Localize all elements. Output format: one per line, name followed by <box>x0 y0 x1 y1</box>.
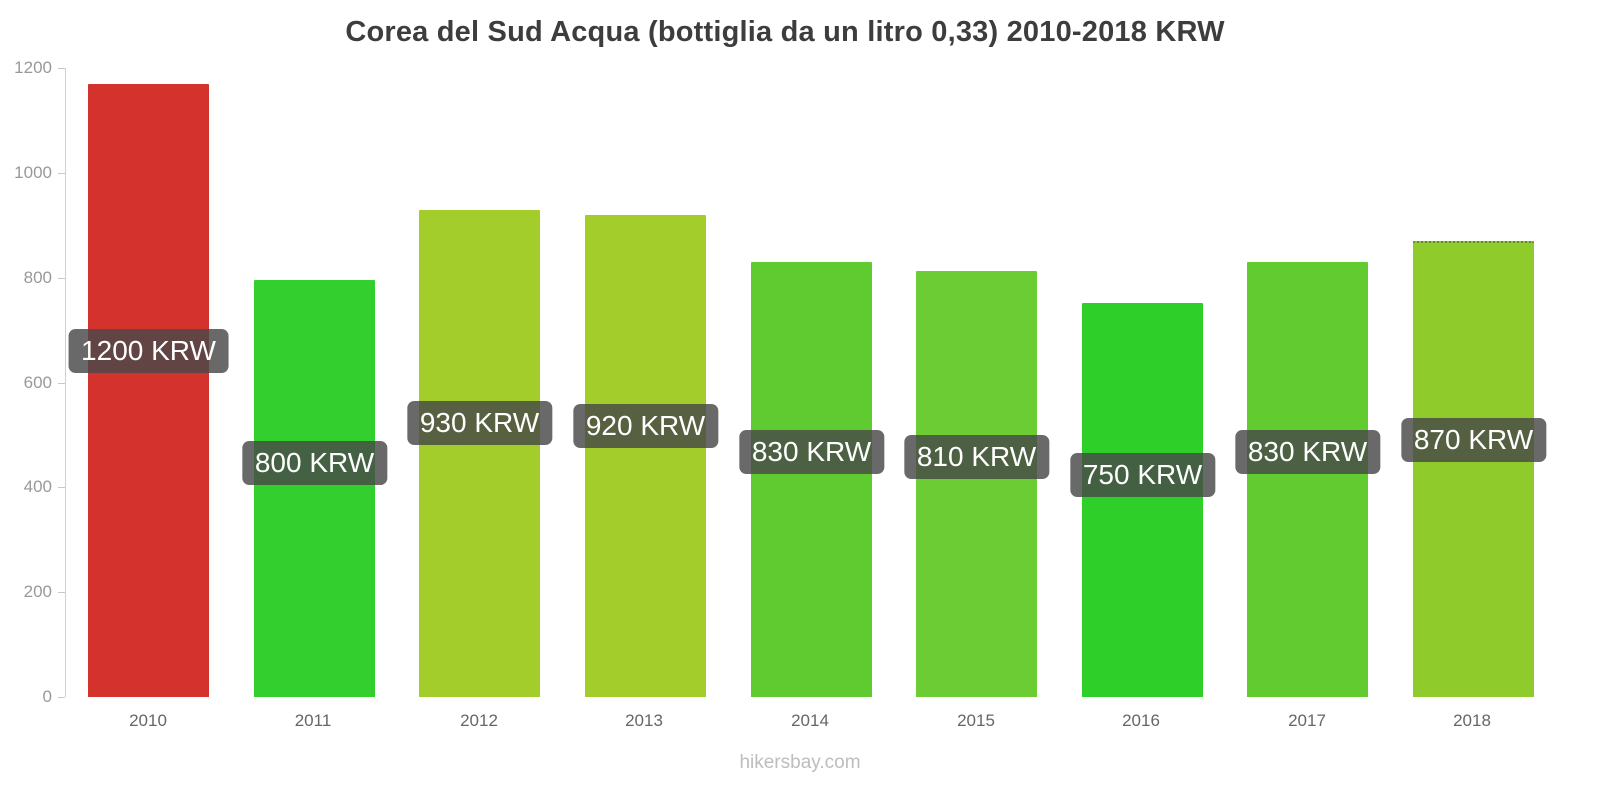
bar-2011[interactable]: 800 KRW <box>241 280 388 697</box>
bar-2010[interactable]: 1200 KRW <box>68 84 229 697</box>
y-axis-tick-label: 1200 <box>14 58 52 77</box>
x-axis-tick-label: 2015 <box>957 711 995 730</box>
chart-title: Corea del Sud Acqua (bottiglia da un lit… <box>345 16 1225 48</box>
x-axis-tick-label: 2016 <box>1122 711 1160 730</box>
x-axis-tick-label: 2014 <box>791 711 829 730</box>
bar-value-label: 930 KRW <box>406 401 553 445</box>
y-axis-tick-label: 600 <box>23 372 52 392</box>
y-axis-tick-label: 1000 <box>14 162 52 182</box>
bar-2013[interactable]: 920 KRW <box>572 215 719 697</box>
y-axis-tickmark <box>58 592 65 593</box>
plot-area: 1200 KRW 800 KRW 930 KRW 920 KRW 830 KRW 810 … <box>65 68 1555 697</box>
bar-2016[interactable]: 750 KRW <box>1069 303 1216 697</box>
x-axis-tick-label: 2018 <box>1453 711 1491 730</box>
bar-value-label: 1200 KRW <box>68 329 229 373</box>
y-axis-tick-label: 400 <box>23 477 52 497</box>
x-axis-tick-label: 2011 <box>294 711 332 730</box>
x-axis-tick-label: 2010 <box>129 711 167 730</box>
y-axis-tickmark <box>58 487 65 488</box>
y-axis-tickmark <box>58 697 65 698</box>
bar-value-label: 870 KRW <box>1400 418 1547 462</box>
y-axis-tickmark <box>58 68 65 69</box>
bar-value-label: 830 KRW <box>1234 430 1381 474</box>
bar-2015[interactable]: 810 KRW <box>903 271 1050 697</box>
x-axis-tick-label: 2013 <box>625 711 663 730</box>
bar-2012[interactable]: 930 KRW <box>406 210 553 697</box>
x-axis-tick-label: 2012 <box>460 711 498 730</box>
bar-2017[interactable]: 830 KRW <box>1234 262 1381 697</box>
bar-value-label: 920 KRW <box>572 404 719 448</box>
y-axis-tick-label: 800 <box>23 267 52 287</box>
y-axis-tickmark <box>58 383 65 384</box>
bar-value-label: 800 KRW <box>241 441 388 485</box>
bar-2018[interactable]: 870 KRW <box>1400 241 1547 697</box>
footer-link[interactable]: hikersbay.com <box>739 752 861 773</box>
y-axis-tick-label: 0 <box>42 687 52 706</box>
y-axis-tick-label: 200 <box>23 582 52 602</box>
bar-value-label: 750 KRW <box>1069 453 1216 497</box>
bar-value-label: 830 KRW <box>738 430 885 474</box>
y-axis-tickmark <box>58 278 65 279</box>
bar-value-label: 810 KRW <box>903 435 1050 479</box>
bar-2014[interactable]: 830 KRW <box>738 262 885 697</box>
y-axis-tickmark <box>58 173 65 174</box>
x-axis-tick-label: 2017 <box>1288 711 1326 730</box>
